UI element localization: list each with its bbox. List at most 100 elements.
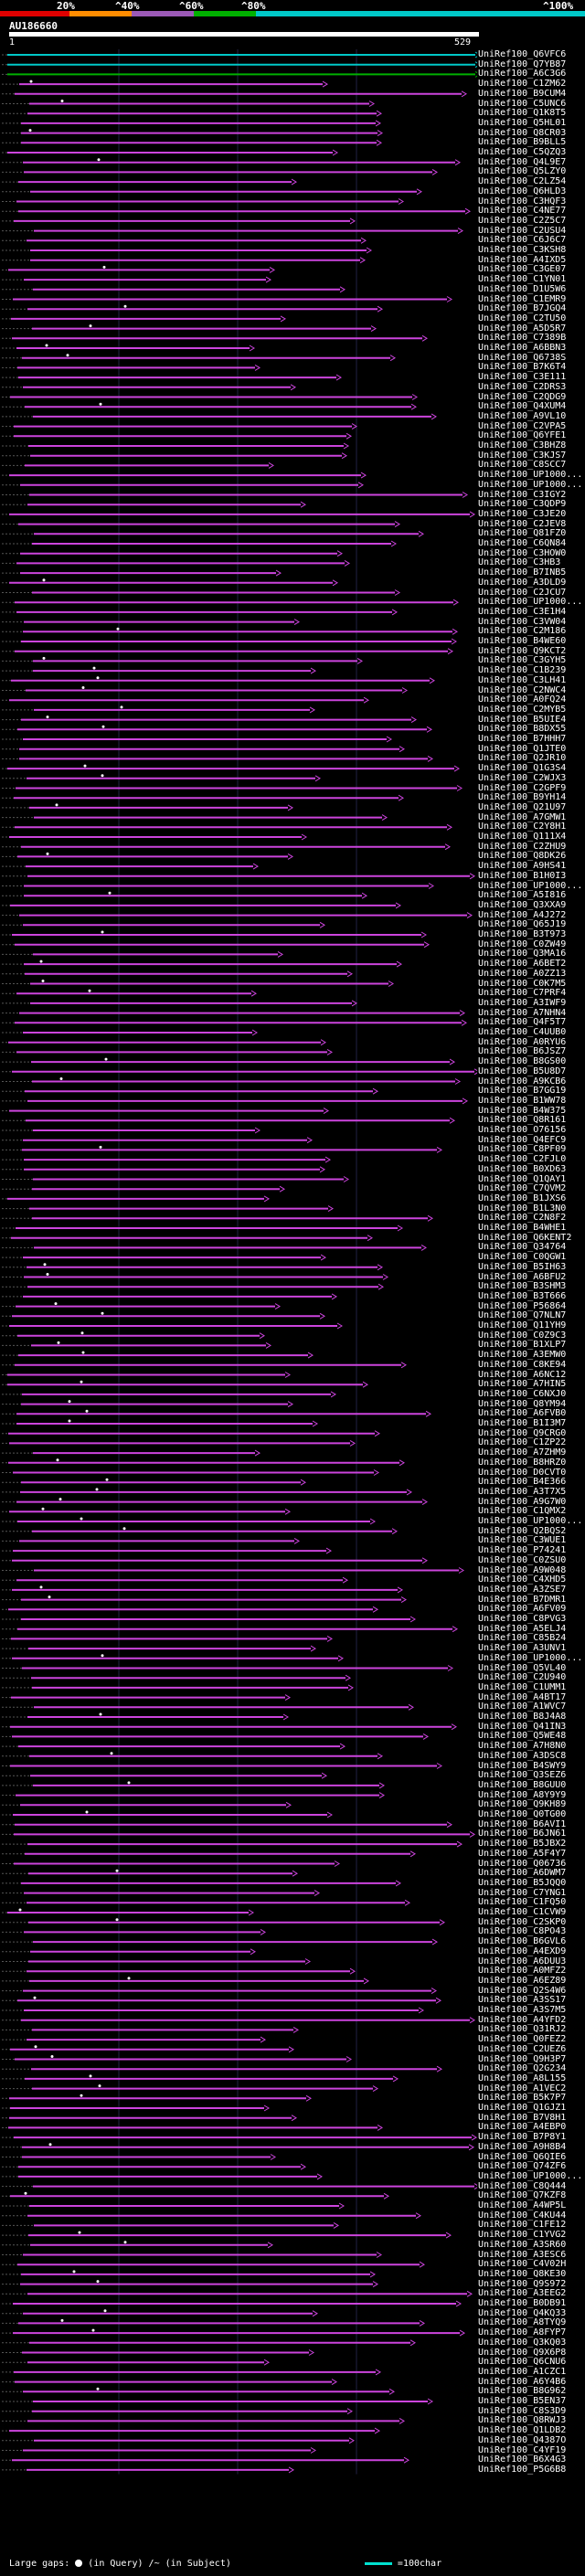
hit-label[interactable]: UniRef100_C7389B	[478, 333, 567, 344]
hit-label[interactable]: UniRef100_UP1000...	[478, 880, 583, 891]
hit-label[interactable]: UniRef100_B1WW78	[478, 1095, 567, 1106]
hit-label[interactable]: UniRef100_A0MFZ2	[478, 1966, 567, 1977]
hit-label[interactable]: UniRef100_B7DMR1	[478, 1594, 567, 1605]
hit-label[interactable]: UniRef100_A3SS17	[478, 1995, 567, 2006]
hit-label[interactable]: UniRef100_C1ZP22	[478, 1437, 567, 1448]
hit-label[interactable]: UniRef100_B8J4A8	[478, 1712, 567, 1722]
hit-label[interactable]: UniRef100_C4UUB0	[478, 1027, 567, 1037]
hit-label[interactable]: UniRef100_Q1LDB2	[478, 2425, 567, 2436]
hit-label[interactable]: UniRef100_A6FV09	[478, 1604, 567, 1615]
hit-label[interactable]: UniRef100_P74241	[478, 1545, 567, 1556]
hit-label[interactable]: UniRef100_Q8DK26	[478, 851, 567, 862]
hit-label[interactable]: UniRef100_Q5LZY0	[478, 166, 567, 177]
hit-label[interactable]: UniRef100_A3SR60	[478, 2239, 567, 2250]
hit-label[interactable]: UniRef100_B6JSZ7	[478, 1046, 567, 1057]
hit-label[interactable]: UniRef100_Q4XUM4	[478, 401, 567, 412]
hit-label[interactable]: UniRef100_C1FE12	[478, 2220, 567, 2231]
hit-label[interactable]: UniRef100_A6DWM7	[478, 1868, 567, 1879]
hit-label[interactable]: UniRef100_B1XLP7	[478, 1340, 567, 1351]
hit-label[interactable]: UniRef100_A1WVC7	[478, 1701, 567, 1712]
hit-label[interactable]: UniRef100_B7P8Y1	[478, 2132, 567, 2143]
hit-label[interactable]: UniRef100_A0ZZ13	[478, 968, 567, 979]
hit-label[interactable]: UniRef100_C8KE94	[478, 1359, 567, 1370]
hit-label[interactable]: UniRef100_B7HHH7	[478, 734, 567, 744]
hit-label[interactable]: UniRef100_C4NE77	[478, 206, 567, 217]
hit-label[interactable]: UniRef100_C4KU44	[478, 2210, 567, 2221]
hit-label[interactable]: UniRef100_Q4EFC9	[478, 1134, 567, 1145]
hit-label[interactable]: UniRef100_C1CVW9	[478, 1907, 567, 1917]
hit-label[interactable]: UniRef100_A5F4Y7	[478, 1848, 567, 1859]
hit-label[interactable]: UniRef100_C2ZHU9	[478, 841, 567, 852]
hit-label[interactable]: UniRef100_A3EMW0	[478, 1350, 567, 1361]
hit-label[interactable]: UniRef100_Q9H3P7	[478, 2053, 567, 2064]
hit-label[interactable]: UniRef100_A3ZSE7	[478, 1584, 567, 1595]
hit-label[interactable]: UniRef100_C6J6C7	[478, 235, 567, 246]
hit-label[interactable]: UniRef100_C1FQ50	[478, 1897, 567, 1908]
hit-label[interactable]: UniRef100_C2TU50	[478, 313, 567, 323]
hit-label[interactable]: UniRef100_C2JCU7	[478, 587, 567, 598]
hit-label[interactable]: UniRef100_Q06736	[478, 1858, 567, 1869]
hit-label[interactable]: UniRef100_A7HIN5	[478, 1379, 567, 1390]
hit-label[interactable]: UniRef100_C3QDP9	[478, 499, 567, 510]
hit-label[interactable]: UniRef100_A6FVB0	[478, 1408, 567, 1419]
hit-label[interactable]: UniRef100_Q3XXA9	[478, 899, 567, 910]
hit-label[interactable]: UniRef100_C3VW04	[478, 616, 567, 627]
hit-label[interactable]: UniRef100_B5EN37	[478, 2396, 567, 2406]
hit-label[interactable]: UniRef100_A9KCB6	[478, 1076, 567, 1087]
hit-label[interactable]: UniRef100_A8Y9Y9	[478, 1789, 567, 1800]
hit-label[interactable]: UniRef100_C2VPA5	[478, 420, 567, 431]
hit-label[interactable]: UniRef100_C3E1H4	[478, 606, 567, 617]
hit-label[interactable]: UniRef100_A4WP5L	[478, 2200, 567, 2210]
hit-label[interactable]: UniRef100_C7YNG1	[478, 1887, 567, 1898]
hit-label[interactable]: UniRef100_A7GMW1	[478, 811, 567, 822]
hit-label[interactable]: UniRef100_Q7NLN7	[478, 1310, 567, 1321]
hit-label[interactable]: UniRef100_C3HB3	[478, 557, 561, 568]
hit-label[interactable]: UniRef100_Q6KENT2	[478, 1232, 572, 1243]
hit-label[interactable]: UniRef100_B4WHE1	[478, 1223, 567, 1233]
hit-label[interactable]: UniRef100_A4YFD2	[478, 2014, 567, 2025]
hit-label[interactable]: UniRef100_A3ESC6	[478, 2249, 567, 2260]
hit-label[interactable]: UniRef100_B0XD63	[478, 1163, 567, 1174]
hit-label[interactable]: UniRef100_Q4KQ33	[478, 2307, 567, 2318]
hit-label[interactable]: UniRef100_C1B239	[478, 665, 567, 676]
hit-label[interactable]: UniRef100_A3T7X5	[478, 1486, 567, 1497]
hit-label[interactable]: UniRef100_C3KJS7	[478, 450, 567, 461]
hit-label[interactable]: UniRef100_Q1GJZ1	[478, 2103, 567, 2113]
hit-label[interactable]: UniRef100_C2NWC4	[478, 684, 567, 695]
hit-label[interactable]: UniRef100_A0RYU6	[478, 1036, 567, 1047]
hit-label[interactable]: UniRef100_C8PVG3	[478, 1614, 567, 1624]
hit-label[interactable]: UniRef100_Q74ZF6	[478, 2161, 567, 2172]
hit-label[interactable]: UniRef100_A5D5R7	[478, 323, 567, 334]
hit-label[interactable]: UniRef100_C0QGW1	[478, 1252, 567, 1263]
hit-label[interactable]: UniRef100_C2M186	[478, 626, 567, 637]
hit-label[interactable]: UniRef100_A5I816	[478, 890, 567, 901]
hit-label[interactable]: UniRef100_C2WJX3	[478, 772, 567, 783]
hit-label[interactable]: UniRef100_B1H0I3	[478, 870, 567, 881]
hit-label[interactable]: UniRef100_Q9KH89	[478, 1799, 567, 1810]
hit-label[interactable]: UniRef100_B5IH63	[478, 1261, 567, 1272]
hit-label[interactable]: UniRef100_B0DB91	[478, 2298, 567, 2308]
hit-label[interactable]: UniRef100_C1YN01	[478, 274, 567, 285]
hit-label[interactable]: UniRef100_C7QVM2	[478, 1183, 567, 1194]
hit-label[interactable]: UniRef100_Q111X4	[478, 832, 567, 842]
hit-label[interactable]: UniRef100_C5UNC6	[478, 98, 567, 109]
hit-label[interactable]: UniRef100_B4SWY9	[478, 1760, 567, 1771]
hit-label[interactable]: UniRef100_C5QZQ3	[478, 147, 567, 157]
hit-label[interactable]: UniRef100_Q0FEZ2	[478, 2034, 567, 2045]
hit-label[interactable]: UniRef100_C0K7M5	[478, 978, 567, 989]
hit-label[interactable]: UniRef100_Q81FZ0	[478, 528, 567, 539]
hit-label[interactable]: UniRef100_B9YH14	[478, 792, 567, 803]
hit-label[interactable]: UniRef100_C0ZSU0	[478, 1554, 567, 1565]
hit-label[interactable]: UniRef100_B5JQQ0	[478, 1877, 567, 1888]
hit-label[interactable]: UniRef100_C3GE07	[478, 264, 567, 275]
hit-label[interactable]: UniRef100_Q3MA16	[478, 949, 567, 959]
hit-label[interactable]: UniRef100_C1EMR9	[478, 293, 567, 304]
hit-label[interactable]: UniRef100_Q2S4W6	[478, 1985, 567, 1996]
hit-label[interactable]: UniRef100_B6GVL6	[478, 1936, 567, 1947]
hit-label[interactable]: UniRef100_A6EZ89	[478, 1975, 567, 1986]
hit-label[interactable]: UniRef100_B1JXS6	[478, 1193, 567, 1203]
hit-label[interactable]: UniRef100_C4XHD5	[478, 1574, 567, 1585]
hit-label[interactable]: UniRef100_A7H8N0	[478, 1741, 567, 1752]
hit-label[interactable]: UniRef100_A9G7W0	[478, 1496, 567, 1507]
hit-label[interactable]: UniRef100_C8S3D9	[478, 2405, 567, 2416]
